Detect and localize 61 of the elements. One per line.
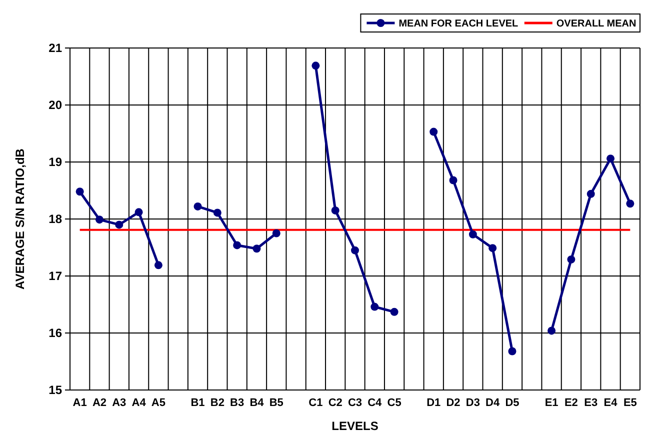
point	[468, 230, 477, 238]
point	[233, 241, 242, 250]
x-tick-label: C5	[387, 397, 402, 409]
point	[370, 302, 379, 311]
x-tick-label: D5	[505, 397, 520, 409]
x-tick-label: E4	[604, 397, 618, 409]
point	[508, 347, 516, 356]
legend-label: MEAN FOR EACH LEVEL	[398, 18, 518, 30]
x-tick-label: A1	[72, 397, 87, 409]
point	[252, 244, 261, 253]
point	[567, 255, 576, 264]
legend-label: OVERALL MEAN	[556, 18, 636, 30]
point	[430, 128, 438, 136]
point	[134, 208, 143, 216]
x-tick-label: D4	[486, 397, 500, 409]
point	[586, 190, 595, 198]
x-axis-title: LEVELS	[332, 419, 378, 433]
x-tick-label: E1	[544, 397, 558, 409]
point	[606, 154, 615, 163]
point	[95, 216, 104, 224]
x-tick-label: D3	[466, 397, 480, 409]
point	[213, 208, 222, 217]
point	[488, 244, 497, 252]
x-tick-label: A5	[151, 397, 166, 409]
x-tick-label: E5	[623, 397, 637, 409]
y-tick-label: 18	[48, 212, 62, 226]
x-tick-label: A4	[132, 397, 147, 409]
point	[115, 220, 124, 229]
x-tick-label: C2	[328, 397, 342, 409]
x-tick-label: A3	[112, 397, 126, 409]
x-tick-label: B5	[269, 397, 284, 409]
x-tick-label: C3	[348, 397, 362, 409]
y-axis-title: AVERAGE S/N RATIO,dB	[13, 148, 27, 290]
point	[194, 202, 202, 210]
point	[312, 62, 320, 70]
x-tick-label: C1	[308, 397, 323, 409]
x-tick-label: B3	[230, 397, 244, 409]
point	[154, 261, 162, 270]
y-tick-label: 21	[48, 41, 62, 56]
x-tick-label: B2	[210, 397, 224, 409]
point	[272, 229, 280, 238]
y-tick-label: 15	[48, 383, 62, 398]
x-tick-label: A2	[92, 397, 107, 409]
x-tick-label: D1	[426, 397, 441, 409]
x-tick-label: E2	[564, 397, 578, 409]
y-tick-label: 16	[48, 326, 62, 340]
point	[548, 326, 556, 335]
y-tick-label: 20	[48, 98, 62, 112]
x-tick-label: B1	[190, 397, 205, 409]
point	[449, 176, 458, 184]
x-tick-label: C4	[368, 397, 383, 409]
point	[76, 188, 84, 196]
x-tick-label: D2	[446, 397, 460, 409]
point	[626, 200, 634, 208]
point	[390, 308, 398, 316]
x-tick-label: E3	[584, 397, 598, 409]
y-tick-label: 17	[48, 269, 62, 284]
x-tick-label: B4	[250, 397, 265, 409]
point	[331, 206, 340, 214]
point	[351, 246, 359, 254]
y-tick-label: 19	[48, 155, 62, 170]
